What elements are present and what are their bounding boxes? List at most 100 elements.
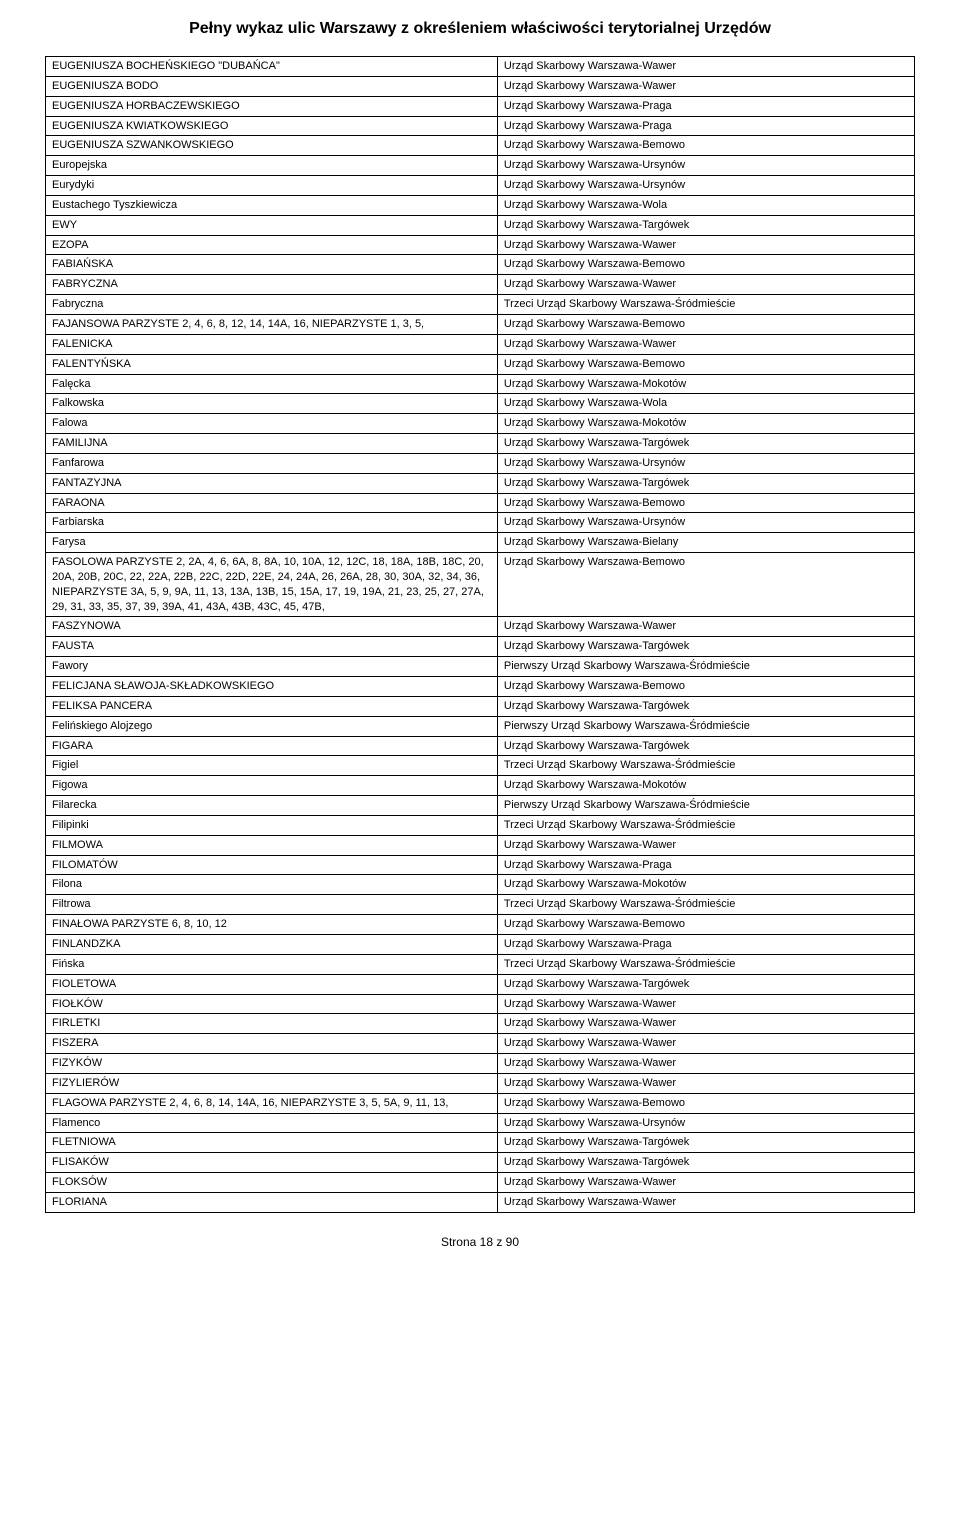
table-row: FAUSTAUrząd Skarbowy Warszawa-Targówek [46, 637, 915, 657]
office-cell: Pierwszy Urząd Skarbowy Warszawa-Śródmie… [497, 716, 914, 736]
office-cell: Urząd Skarbowy Warszawa-Praga [497, 855, 914, 875]
table-row: FALENICKAUrząd Skarbowy Warszawa-Wawer [46, 334, 915, 354]
table-row: FabrycznaTrzeci Urząd Skarbowy Warszawa-… [46, 295, 915, 315]
table-row: FalkowskaUrząd Skarbowy Warszawa-Wola [46, 394, 915, 414]
street-cell: Filipinki [46, 815, 498, 835]
street-cell: Falowa [46, 414, 498, 434]
street-cell: Filtrowa [46, 895, 498, 915]
street-cell: Falkowska [46, 394, 498, 414]
street-cell: EUGENIUSZA BOCHEŃSKIEGO "DUBAŃCA" [46, 57, 498, 77]
office-cell: Urząd Skarbowy Warszawa-Wawer [497, 617, 914, 637]
office-cell: Urząd Skarbowy Warszawa-Praga [497, 116, 914, 136]
office-cell: Pierwszy Urząd Skarbowy Warszawa-Śródmie… [497, 657, 914, 677]
office-cell: Urząd Skarbowy Warszawa-Mokotów [497, 414, 914, 434]
office-cell: Urząd Skarbowy Warszawa-Wawer [497, 835, 914, 855]
street-cell: FALENTYŃSKA [46, 354, 498, 374]
table-row: Eustachego TyszkiewiczaUrząd Skarbowy Wa… [46, 195, 915, 215]
street-cell: Farysa [46, 533, 498, 553]
table-row: FIGARAUrząd Skarbowy Warszawa-Targówek [46, 736, 915, 756]
office-cell: Urząd Skarbowy Warszawa-Ursynów [497, 1113, 914, 1133]
table-row: FISZERAUrząd Skarbowy Warszawa-Wawer [46, 1034, 915, 1054]
office-cell: Urząd Skarbowy Warszawa-Wawer [497, 235, 914, 255]
table-row: FASZYNOWAUrząd Skarbowy Warszawa-Wawer [46, 617, 915, 637]
street-cell: Europejska [46, 156, 498, 176]
street-cell: FLAGOWA PARZYSTE 2, 4, 6, 8, 14, 14A, 16… [46, 1093, 498, 1113]
street-cell: FAUSTA [46, 637, 498, 657]
street-cell: Eurydyki [46, 176, 498, 196]
page-title: Pełny wykaz ulic Warszawy z określeniem … [45, 20, 915, 38]
table-row: FLISAKÓWUrząd Skarbowy Warszawa-Targówek [46, 1153, 915, 1173]
street-cell: Filona [46, 875, 498, 895]
street-cell: FINLANDZKA [46, 934, 498, 954]
office-cell: Urząd Skarbowy Warszawa-Mokotów [497, 875, 914, 895]
office-cell: Urząd Skarbowy Warszawa-Bemowo [497, 553, 914, 617]
office-cell: Urząd Skarbowy Warszawa-Bemowo [497, 255, 914, 275]
office-cell: Urząd Skarbowy Warszawa-Targówek [497, 696, 914, 716]
table-row: FLAGOWA PARZYSTE 2, 4, 6, 8, 14, 14A, 16… [46, 1093, 915, 1113]
office-cell: Urząd Skarbowy Warszawa-Praga [497, 934, 914, 954]
office-cell: Urząd Skarbowy Warszawa-Bemowo [497, 677, 914, 697]
office-cell: Urząd Skarbowy Warszawa-Wola [497, 195, 914, 215]
street-cell: EWY [46, 215, 498, 235]
table-row: FLOKSÓWUrząd Skarbowy Warszawa-Wawer [46, 1173, 915, 1193]
office-cell: Urząd Skarbowy Warszawa-Mokotów [497, 776, 914, 796]
table-row: FAMILIJNAUrząd Skarbowy Warszawa-Targówe… [46, 434, 915, 454]
streets-table: EUGENIUSZA BOCHEŃSKIEGO "DUBAŃCA"Urząd S… [45, 56, 915, 1213]
office-cell: Urząd Skarbowy Warszawa-Bemowo [497, 314, 914, 334]
table-row: FELIKSA PANCERAUrząd Skarbowy Warszawa-T… [46, 696, 915, 716]
street-cell: Fawory [46, 657, 498, 677]
street-cell: FLOKSÓW [46, 1173, 498, 1193]
table-row: FlamencoUrząd Skarbowy Warszawa-Ursynów [46, 1113, 915, 1133]
office-cell: Urząd Skarbowy Warszawa-Wola [497, 394, 914, 414]
street-cell: FLISAKÓW [46, 1153, 498, 1173]
table-row: FIZYLIERÓWUrząd Skarbowy Warszawa-Wawer [46, 1073, 915, 1093]
table-row: FANTAZYJNAUrząd Skarbowy Warszawa-Targów… [46, 473, 915, 493]
table-row: FalęckaUrząd Skarbowy Warszawa-Mokotów [46, 374, 915, 394]
street-cell: FISZERA [46, 1034, 498, 1054]
table-row: FELICJANA SŁAWOJA-SKŁADKOWSKIEGOUrząd Sk… [46, 677, 915, 697]
street-cell: FAJANSOWA PARZYSTE 2, 4, 6, 8, 12, 14, 1… [46, 314, 498, 334]
street-cell: EZOPA [46, 235, 498, 255]
table-row: FLORIANAUrząd Skarbowy Warszawa-Wawer [46, 1192, 915, 1212]
office-cell: Urząd Skarbowy Warszawa-Wawer [497, 1014, 914, 1034]
street-cell: EUGENIUSZA SZWANKOWSKIEGO [46, 136, 498, 156]
street-cell: FARAONA [46, 493, 498, 513]
table-row: FanfarowaUrząd Skarbowy Warszawa-Ursynów [46, 453, 915, 473]
office-cell: Urząd Skarbowy Warszawa-Praga [497, 96, 914, 116]
office-cell: Urząd Skarbowy Warszawa-Wawer [497, 1034, 914, 1054]
table-row: FARAONAUrząd Skarbowy Warszawa-Bemowo [46, 493, 915, 513]
street-cell: FIZYKÓW [46, 1054, 498, 1074]
table-row: FiltrowaTrzeci Urząd Skarbowy Warszawa-Ś… [46, 895, 915, 915]
street-cell: FILOMATÓW [46, 855, 498, 875]
table-row: FińskaTrzeci Urząd Skarbowy Warszawa-Śró… [46, 954, 915, 974]
office-cell: Urząd Skarbowy Warszawa-Targówek [497, 974, 914, 994]
table-row: FigielTrzeci Urząd Skarbowy Warszawa-Śró… [46, 756, 915, 776]
office-cell: Urząd Skarbowy Warszawa-Targówek [497, 215, 914, 235]
table-row: EUGENIUSZA KWIATKOWSKIEGOUrząd Skarbowy … [46, 116, 915, 136]
office-cell: Urząd Skarbowy Warszawa-Mokotów [497, 374, 914, 394]
office-cell: Pierwszy Urząd Skarbowy Warszawa-Śródmie… [497, 796, 914, 816]
table-row: FALENTYŃSKAUrząd Skarbowy Warszawa-Bemow… [46, 354, 915, 374]
table-row: FABRYCZNAUrząd Skarbowy Warszawa-Wawer [46, 275, 915, 295]
street-cell: FELIKSA PANCERA [46, 696, 498, 716]
table-row: FaworyPierwszy Urząd Skarbowy Warszawa-Ś… [46, 657, 915, 677]
office-cell: Urząd Skarbowy Warszawa-Wawer [497, 994, 914, 1014]
street-cell: Figiel [46, 756, 498, 776]
office-cell: Urząd Skarbowy Warszawa-Wawer [497, 1192, 914, 1212]
street-cell: FANTAZYJNA [46, 473, 498, 493]
office-cell: Urząd Skarbowy Warszawa-Wawer [497, 57, 914, 77]
street-cell: FASOLOWA PARZYSTE 2, 2A, 4, 6, 6A, 8, 8A… [46, 553, 498, 617]
table-row: EUGENIUSZA BODOUrząd Skarbowy Warszawa-W… [46, 76, 915, 96]
office-cell: Urząd Skarbowy Warszawa-Bemowo [497, 354, 914, 374]
street-cell: FELICJANA SŁAWOJA-SKŁADKOWSKIEGO [46, 677, 498, 697]
office-cell: Trzeci Urząd Skarbowy Warszawa-Śródmieśc… [497, 295, 914, 315]
office-cell: Urząd Skarbowy Warszawa-Ursynów [497, 176, 914, 196]
table-row: FarysaUrząd Skarbowy Warszawa-Bielany [46, 533, 915, 553]
table-row: EUGENIUSZA HORBACZEWSKIEGOUrząd Skarbowy… [46, 96, 915, 116]
table-row: FarbiarskaUrząd Skarbowy Warszawa-Ursynó… [46, 513, 915, 533]
street-cell: Fanfarowa [46, 453, 498, 473]
table-row: FILMOWAUrząd Skarbowy Warszawa-Wawer [46, 835, 915, 855]
table-row: FAJANSOWA PARZYSTE 2, 4, 6, 8, 12, 14, 1… [46, 314, 915, 334]
office-cell: Urząd Skarbowy Warszawa-Ursynów [497, 513, 914, 533]
office-cell: Urząd Skarbowy Warszawa-Bemowo [497, 136, 914, 156]
